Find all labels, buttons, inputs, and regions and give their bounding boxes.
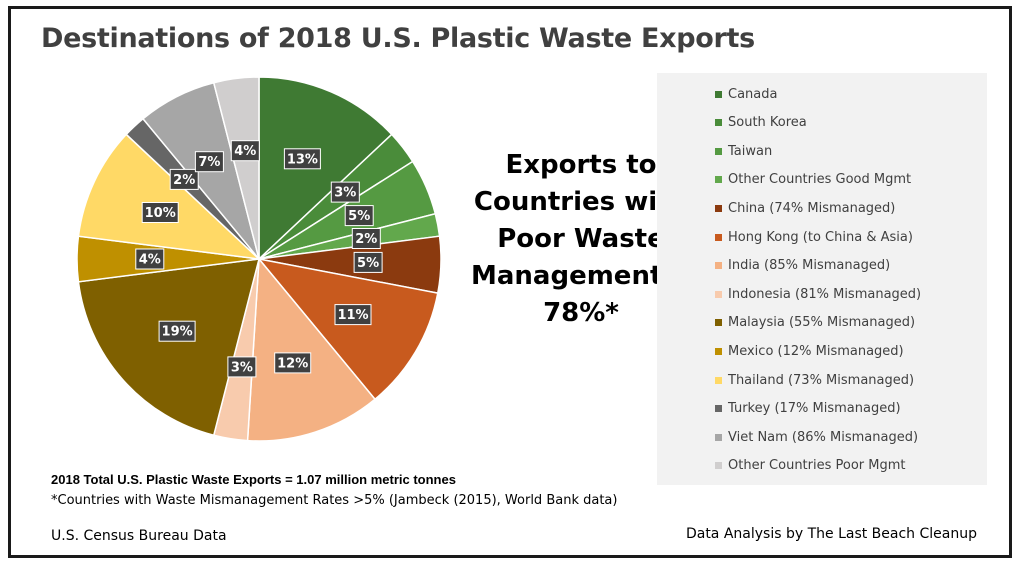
legend-label: Other Countries Good Mgmt [728,172,912,188]
legend-item: Malaysia (55% Mismanaged) [715,312,915,334]
data-label: 4% [230,140,260,162]
svg-text:12%: 12% [277,356,308,371]
data-label: 10% [141,202,179,223]
legend-swatch [715,376,722,384]
callout-line: Management = [471,261,694,291]
data-source: U.S. Census Bureau Data [51,528,227,544]
legend-item: China (74% Mismanaged) [715,197,895,219]
svg-text:5%: 5% [357,256,379,271]
callout-line: Countries with [473,187,689,217]
legend-item: Thailand (73% Mismanaged) [715,369,914,391]
pie-chart: 13%3%5%2%5%11%12%3%19%4%10%2%7%4% [76,76,442,442]
pie-slice [246,257,377,442]
legend-swatch [715,90,722,98]
data-label: 5% [353,251,383,273]
legend-swatch [715,347,722,355]
pie-slice [77,133,262,261]
data-label: 2% [169,168,199,190]
svg-text:19%: 19% [162,325,193,340]
legend-swatch [715,405,722,413]
data-label: 3% [227,356,257,378]
callout-line: 78%* [543,298,619,328]
chart-legend: Canada South Korea Taiwan Other Countries G… [657,73,987,485]
total-exports-note: 2018 Total U.S. Plastic Waste Exports = … [51,472,456,487]
legend-label: Thailand (73% Mismanaged) [728,372,915,388]
pie-slice [77,258,261,437]
svg-text:3%: 3% [231,360,253,375]
svg-text:2%: 2% [355,232,377,247]
svg-text:5%: 5% [348,209,370,224]
legend-swatch [715,176,722,184]
legend-item: Indonesia (81% Mismanaged) [715,283,921,305]
callout-line: Exports to [505,150,657,180]
data-label: 11% [334,304,372,326]
data-label: 7% [194,151,224,173]
data-label: 12% [274,352,312,374]
legend-item: Other Countries Poor Mgmt [715,455,906,477]
svg-text:2%: 2% [173,173,195,188]
legend-swatch [715,319,722,327]
svg-text:4%: 4% [234,144,256,159]
legend-label: India (85% Mismanaged) [728,258,891,274]
legend-item: India (85% Mismanaged) [715,255,890,277]
legend-item: Canada [715,83,777,105]
data-label: 13% [283,148,321,170]
legend-label: Viet Nam (86% Mismanaged) [728,429,919,445]
legend-item: Other Countries Good Mgmt [715,169,911,191]
svg-text:13%: 13% [287,152,318,167]
chart-frame: Destinations of 2018 U.S. Plastic Waste … [8,6,1012,558]
svg-text:10%: 10% [145,206,176,221]
svg-text:7%: 7% [198,155,220,170]
legend-label: Hong Kong (to China & Asia) [728,229,913,245]
pie-slice [258,76,393,261]
data-label: 5% [344,205,374,227]
legend-item: Turkey (17% Mismanaged) [715,398,901,420]
legend-item: Mexico (12% Mismanaged) [715,340,904,362]
legend-swatch [715,233,722,241]
analysis-credit: Data Analysis by The Last Beach Cleanup [685,526,977,542]
legend-swatch [715,204,722,212]
data-label: 4% [135,248,165,270]
legend-swatch [715,262,722,270]
svg-text:4%: 4% [139,253,161,268]
chart-title: Destinations of 2018 U.S. Plastic Waste … [41,23,755,54]
legend-swatch [715,462,722,470]
legend-label: Canada [728,86,778,102]
pie-slice [257,257,439,401]
legend-label: Taiwan [728,143,773,159]
legend-label: South Korea [728,115,807,131]
legend-swatch [715,290,722,298]
legend-label: Malaysia (55% Mismanaged) [728,315,916,331]
legend-label: Turkey (17% Mismanaged) [728,401,901,417]
legend-swatch [715,119,722,127]
poor-management-callout: Exports to Countries with Poor Waste Man… [471,147,694,332]
svg-text:3%: 3% [334,186,356,201]
pie-slice [212,76,260,260]
legend-item: Viet Nam (86% Mismanaged) [715,426,918,448]
legend-item: South Korea [715,112,807,134]
callout-line: Poor Waste [497,224,665,254]
legend-item: Taiwan [715,140,772,162]
legend-label: Indonesia (81% Mismanaged) [728,286,922,302]
legend-label: China (74% Mismanaged) [728,200,896,216]
legend-swatch [715,147,722,155]
legend-label: Other Countries Poor Mgmt [728,458,906,474]
data-label: 19% [158,320,196,342]
legend-label: Mexico (12% Mismanaged) [728,343,904,359]
legend-swatch [715,433,722,441]
data-label: 2% [351,228,381,249]
data-label: 3% [330,181,360,203]
footnote: *Countries with Waste Mismanagement Rate… [51,493,618,508]
svg-text:11%: 11% [337,308,368,323]
legend-item: Hong Kong (to China & Asia) [715,226,913,248]
